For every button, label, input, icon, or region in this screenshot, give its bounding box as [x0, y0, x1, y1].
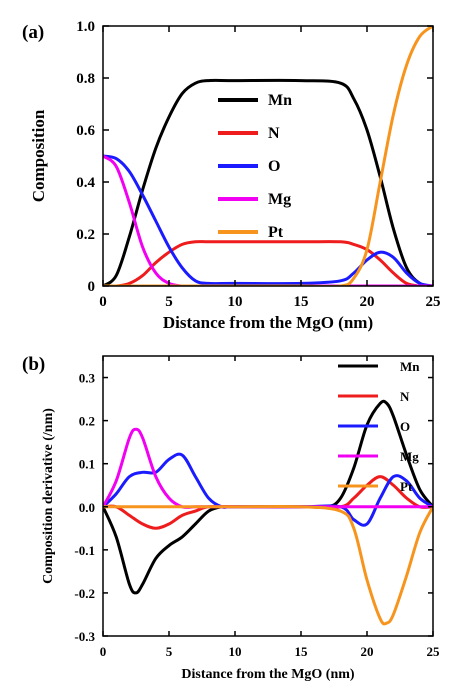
y-axis-title: Composition derivative (/nm): [41, 408, 56, 584]
x-tick-label: 25: [427, 644, 441, 659]
y-tick-label: 0.1: [79, 457, 95, 472]
series-line-n: [103, 475, 433, 530]
legend-label-pt: Pt: [268, 224, 284, 241]
x-tick-label: 0: [100, 644, 107, 659]
y-tick-label: 0.3: [79, 371, 96, 386]
y-tick-label: -0.1: [74, 543, 95, 558]
x-tick-label: 5: [166, 644, 173, 659]
series-line-pt: [103, 26, 433, 286]
series-line-pt: [103, 504, 433, 626]
series-line-mg: [103, 154, 433, 286]
y-tick-label: 0.8: [76, 71, 95, 87]
y-tick-label: 0.2: [76, 227, 95, 243]
y-tick-label: 0.6: [76, 123, 95, 139]
legend-label-mg: Mg: [268, 191, 291, 208]
x-tick-label: 0: [99, 294, 107, 310]
panel-label: (b): [22, 354, 45, 375]
x-tick-label: 15: [294, 294, 309, 310]
x-tick-label: 5: [165, 294, 173, 310]
x-tick-label: 10: [229, 644, 242, 659]
legend-label-mg: Mg: [400, 449, 419, 464]
chart-panel-b: (b) 0 5 10 15 20 25 -0.3 -0.2 -0.1 0.0 0.1 0.2 0.3 Dis…: [22, 354, 440, 682]
legend-label-n: N: [268, 125, 280, 142]
x-tick-label: 10: [228, 294, 243, 310]
legend: Mn NO Mg Pt: [218, 92, 292, 241]
x-tick-label: 20: [361, 644, 374, 659]
y-tick-label: 0.2: [79, 414, 95, 429]
plot-frame: [102, 355, 434, 637]
curves-group: [103, 26, 433, 286]
legend-label-mn: Mn: [268, 92, 292, 109]
series-line-mn: [103, 78, 433, 286]
legend-label-n: N: [400, 389, 410, 404]
legend-label-mn: Mn: [400, 359, 420, 374]
x-tick-label: 20: [360, 294, 375, 310]
y-tick-label: 0.4: [76, 175, 95, 191]
y-tick-label: -0.2: [74, 586, 95, 601]
y-tick-label: -0.3: [74, 629, 95, 644]
legend-label-o: O: [400, 419, 410, 434]
legend-label-o: O: [268, 158, 280, 175]
y-tick-label: 1.0: [76, 19, 95, 35]
y-axis-title: Composition: [29, 109, 48, 202]
x-tick-label: 15: [295, 644, 309, 659]
y-tick-label: 0: [88, 279, 96, 295]
series-line-mg: [103, 427, 433, 509]
panel-label: (a): [22, 22, 44, 43]
legend-label-pt: Pt: [400, 479, 413, 494]
curves-group: [103, 399, 433, 626]
series-line-mn: [103, 399, 433, 595]
y-tick-label: 0.0: [79, 500, 95, 515]
legend: Mn NO Mg Pt: [338, 359, 420, 494]
x-axis-title: Distance from the MgO (nm): [181, 667, 354, 682]
x-tick-label: 25: [426, 294, 441, 310]
plot-frame: [102, 25, 434, 287]
x-axis-title: Distance from the MgO (nm): [163, 313, 373, 332]
chart-panel-a: (a) 0 5 10 15 20 25 0 0.2 0.4 0.6 0.8 1.0 Distance fr…: [22, 19, 441, 332]
series-line-n: [103, 240, 433, 286]
